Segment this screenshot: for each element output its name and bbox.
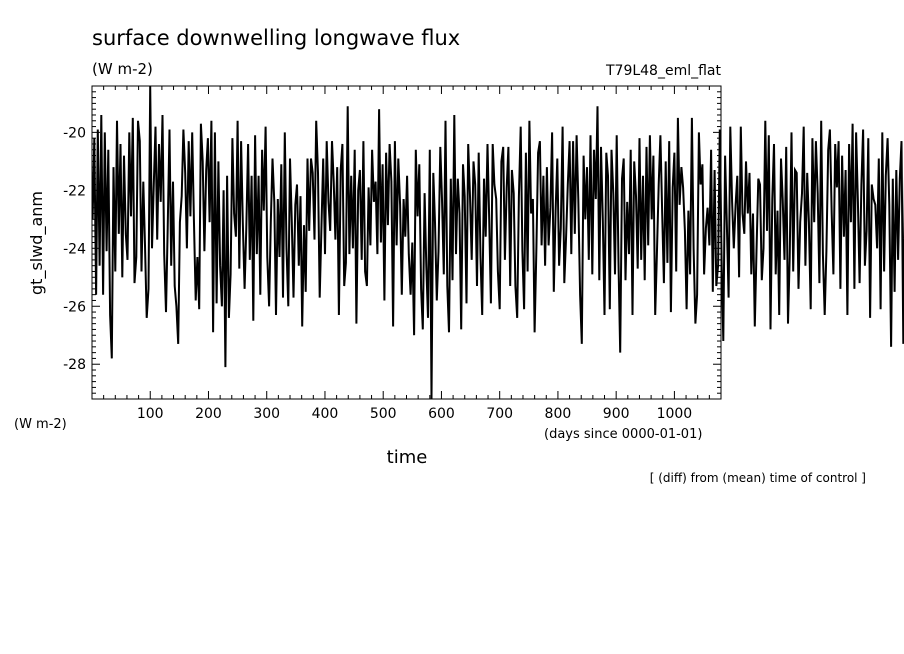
x-tick-label: 800 xyxy=(545,406,572,422)
x-tick-label: 600 xyxy=(428,406,455,422)
x-tick-label: 500 xyxy=(370,406,397,422)
experiment-label: T79L48_eml_flat xyxy=(605,63,722,79)
diff-note: [ (diff) from (mean) time of control ] xyxy=(650,471,866,485)
x-tick-label: 100 xyxy=(137,406,164,422)
x-tick-label: 1000 xyxy=(657,406,693,422)
y-units-label: (W m-2) xyxy=(14,417,67,432)
y-tick-label: -24 xyxy=(63,241,86,257)
x-tick-label: 900 xyxy=(603,406,630,422)
x-tick-label: 300 xyxy=(253,406,280,422)
y-axis-label: gt_slwd_anm xyxy=(27,191,47,295)
data-series-line-0 xyxy=(91,85,904,400)
chart-title: surface downwelling longwave flux xyxy=(92,26,460,50)
x-tick-label: 200 xyxy=(195,406,222,422)
x-axis-label: time xyxy=(387,447,428,468)
x-units-label: (days since 0000-01-01) xyxy=(544,427,702,442)
y-tick-label: -28 xyxy=(63,357,86,373)
title-units: (W m-2) xyxy=(92,60,153,78)
y-tick-label: -20 xyxy=(63,125,86,141)
x-tick-label: 700 xyxy=(486,406,513,422)
y-tick-label: -22 xyxy=(63,183,86,199)
plot-area: 100 200 300 400 500 600 700 800 900 1000 -28 -26 -24… xyxy=(63,85,904,422)
y-tick-label: -26 xyxy=(63,299,86,315)
x-tick-label: 400 xyxy=(312,406,339,422)
